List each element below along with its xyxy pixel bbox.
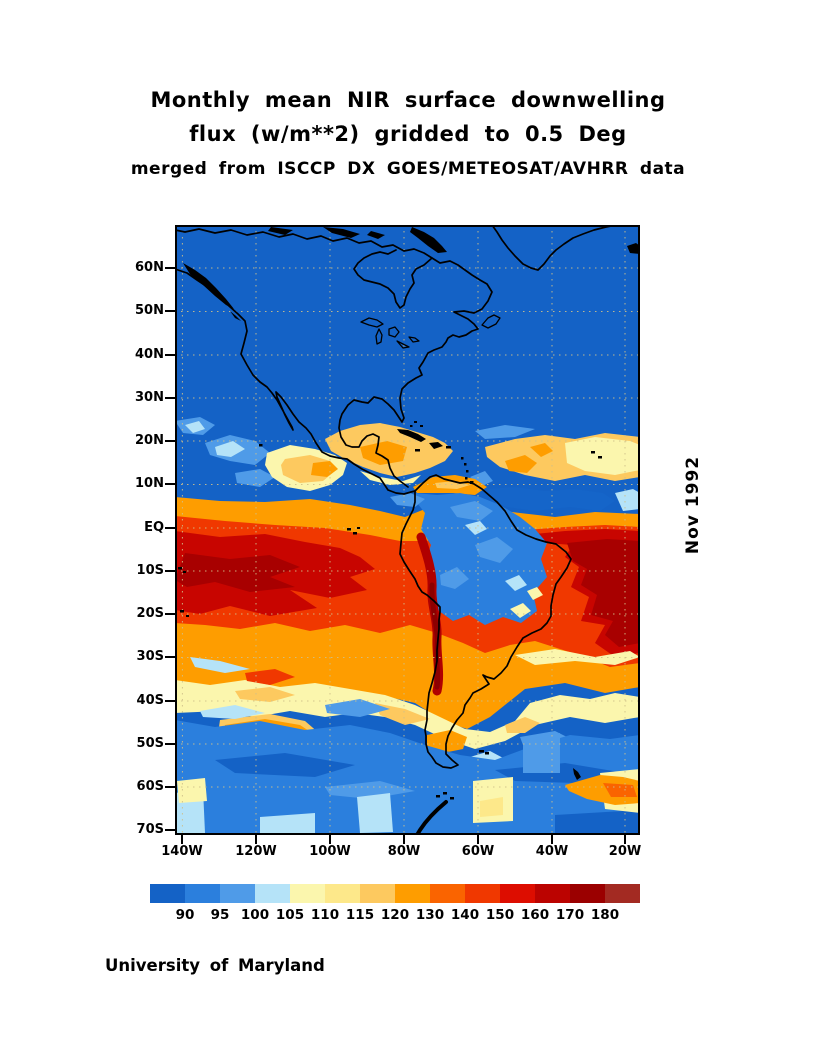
lat-label-50s: 50S xyxy=(136,736,164,751)
lon-tick xyxy=(477,835,479,844)
lat-label-50n: 50N xyxy=(135,303,164,318)
title-line-2: flux (w/m**2) gridded to 0.5 Deg xyxy=(189,122,627,146)
lon-tick xyxy=(624,835,626,844)
coastlines xyxy=(175,225,617,835)
lon-label-120w: 120W xyxy=(235,844,277,859)
lat-label-10n: 10N xyxy=(135,476,164,491)
lat-tick xyxy=(165,656,175,658)
colorbar-label: 95 xyxy=(210,907,230,923)
lon-tick xyxy=(329,835,331,844)
lat-tick xyxy=(165,613,175,615)
lat-tick xyxy=(165,483,175,485)
map-panel xyxy=(175,225,640,835)
colorbar-swatch xyxy=(570,884,605,903)
colorbar-swatches xyxy=(150,884,640,903)
lon-label-20w: 20W xyxy=(608,844,642,859)
lat-tick xyxy=(165,700,175,702)
colorbar-label: 150 xyxy=(485,907,515,923)
lat-tick xyxy=(165,397,175,399)
lat-label-60s: 60S xyxy=(136,779,164,794)
lon-tick xyxy=(403,835,405,844)
lat-label-20n: 20N xyxy=(135,433,164,448)
lon-tick xyxy=(255,835,257,844)
colorbar-swatch xyxy=(220,884,255,903)
colorbar-swatch xyxy=(290,884,325,903)
credit-text: University of Maryland xyxy=(105,956,325,975)
colorbar-label: 170 xyxy=(555,907,585,923)
lat-tick xyxy=(165,570,175,572)
lat-label-40n: 40N xyxy=(135,347,164,362)
lat-tick xyxy=(165,354,175,356)
lon-label-60w: 60W xyxy=(461,844,495,859)
date-label: Nov 1992 xyxy=(683,455,703,555)
lon-label-100w: 100W xyxy=(309,844,351,859)
lat-label-40s: 40S xyxy=(136,693,164,708)
lat-label-10s: 10S xyxy=(136,563,164,578)
lat-label-30n: 30N xyxy=(135,390,164,405)
colorbar-swatch xyxy=(430,884,465,903)
colorbar-label: 130 xyxy=(415,907,445,923)
colorbar-label: 140 xyxy=(450,907,480,923)
colorbar-label: 120 xyxy=(380,907,410,923)
lon-label-140w: 140W xyxy=(161,844,203,859)
lat-label-30s: 30S xyxy=(136,649,164,664)
colorbar-swatch xyxy=(325,884,360,903)
colorbar-swatch xyxy=(500,884,535,903)
lat-tick xyxy=(165,267,175,269)
map-border xyxy=(175,225,640,835)
lon-tick xyxy=(551,835,553,844)
flux-field xyxy=(175,417,640,835)
lat-label-60n: 60N xyxy=(135,260,164,275)
colorbar-swatch xyxy=(185,884,220,903)
colorbar-label: 105 xyxy=(275,907,305,923)
lon-label-40w: 40W xyxy=(535,844,569,859)
lat-label-20s: 20S xyxy=(136,606,164,621)
lat-tick xyxy=(165,310,175,312)
colorbar-swatch xyxy=(255,884,290,903)
colorbar-swatch xyxy=(395,884,430,903)
colorbar-label: 100 xyxy=(240,907,270,923)
title-line-1: Monthly mean NIR surface downwelling xyxy=(150,88,666,112)
colorbar: 90 95 100 105 110 115 120 130 140 150 16… xyxy=(150,884,640,924)
colorbar-swatch xyxy=(465,884,500,903)
islands xyxy=(178,227,640,800)
lat-tick xyxy=(165,440,175,442)
lon-label-80w: 80W xyxy=(387,844,421,859)
lat-tick xyxy=(165,829,175,831)
flux-map-svg xyxy=(175,225,640,835)
colorbar-label: 180 xyxy=(590,907,620,923)
colorbar-label: 90 xyxy=(175,907,195,923)
lat-tick xyxy=(165,743,175,745)
colorbar-label: 160 xyxy=(520,907,550,923)
title-line-3: merged from ISCCP DX GOES/METEOSAT/AVHRR… xyxy=(130,159,686,179)
lon-tick xyxy=(181,835,183,844)
lat-label-eq: EQ xyxy=(144,520,164,535)
lat-tick xyxy=(165,527,175,529)
lat-tick xyxy=(165,786,175,788)
colorbar-label: 115 xyxy=(345,907,375,923)
colorbar-swatch xyxy=(535,884,570,903)
colorbar-label: 110 xyxy=(310,907,340,923)
lat-label-70s: 70S xyxy=(136,822,164,837)
colorbar-swatch xyxy=(605,884,640,903)
colorbar-swatch xyxy=(360,884,395,903)
colorbar-swatch xyxy=(150,884,185,903)
